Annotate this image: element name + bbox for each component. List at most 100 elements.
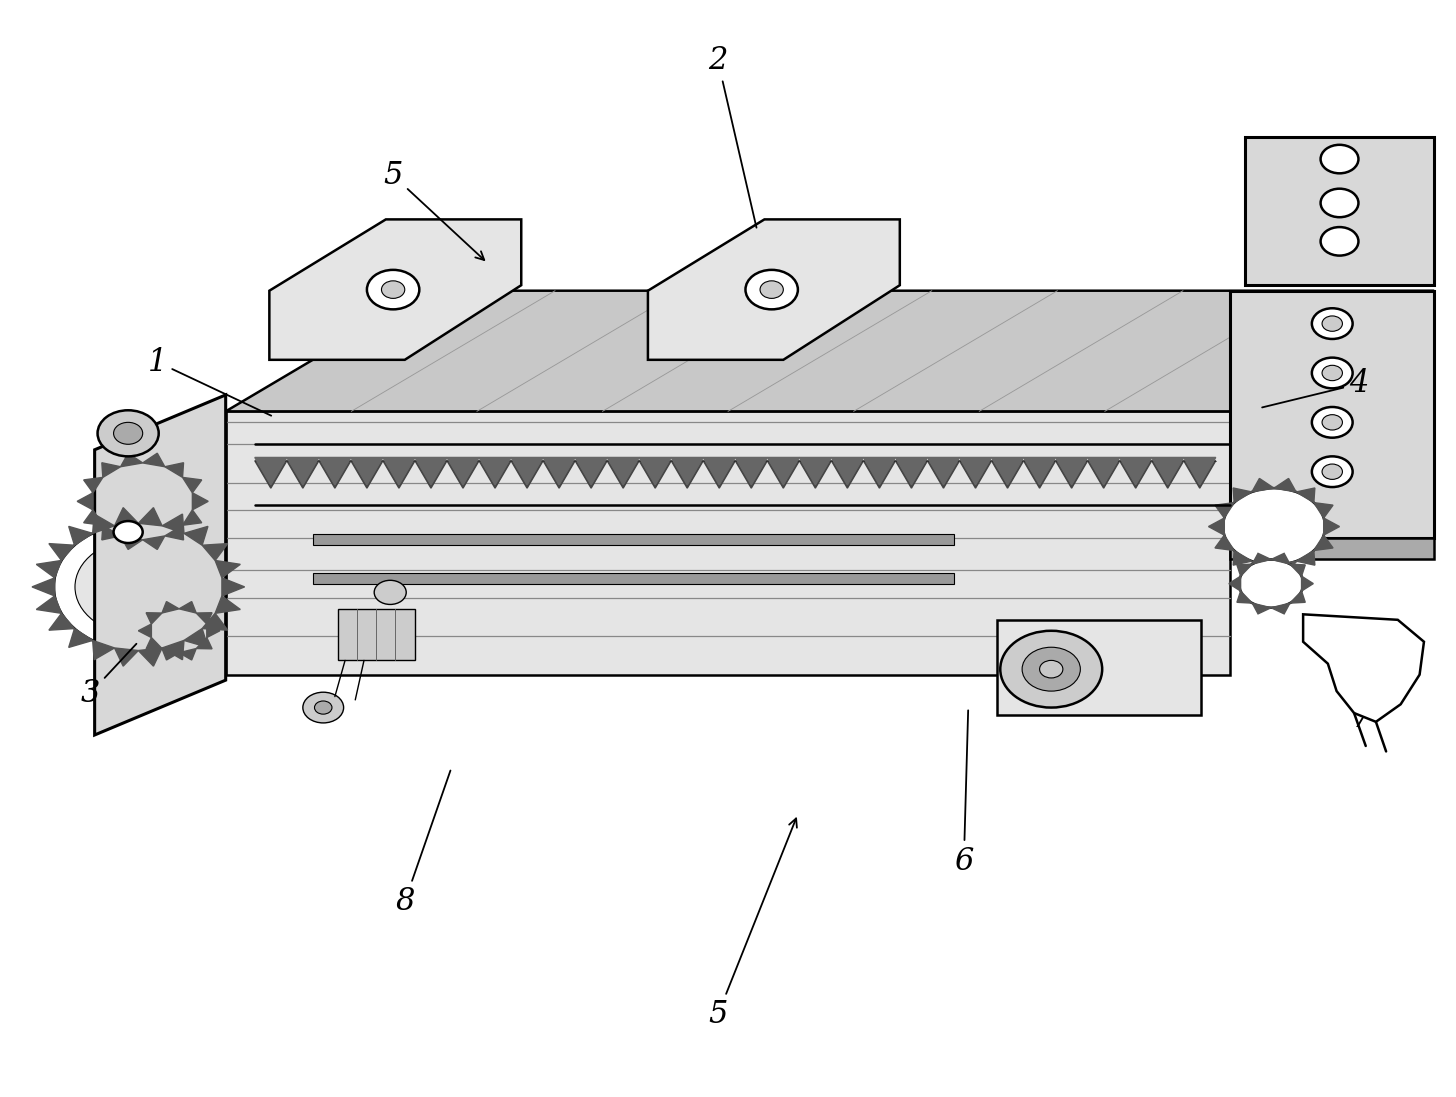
- Polygon shape: [1238, 591, 1252, 603]
- Polygon shape: [146, 637, 162, 648]
- Circle shape: [150, 609, 208, 653]
- Polygon shape: [639, 461, 671, 488]
- Circle shape: [760, 281, 783, 298]
- Polygon shape: [1230, 538, 1434, 559]
- Polygon shape: [992, 461, 1024, 488]
- Polygon shape: [607, 461, 639, 488]
- Polygon shape: [115, 508, 138, 525]
- Polygon shape: [831, 461, 863, 488]
- Polygon shape: [77, 493, 93, 510]
- Polygon shape: [575, 461, 607, 488]
- Circle shape: [92, 463, 194, 540]
- Circle shape: [112, 478, 173, 524]
- Polygon shape: [162, 641, 183, 659]
- Polygon shape: [179, 648, 197, 660]
- Circle shape: [54, 523, 223, 651]
- Polygon shape: [960, 461, 992, 488]
- Polygon shape: [1290, 564, 1305, 576]
- Polygon shape: [767, 461, 799, 488]
- Polygon shape: [50, 544, 74, 561]
- Polygon shape: [607, 457, 639, 485]
- Circle shape: [314, 701, 332, 714]
- Polygon shape: [1252, 562, 1274, 575]
- Polygon shape: [735, 457, 767, 485]
- Polygon shape: [1024, 457, 1056, 485]
- Text: 5: 5: [708, 818, 796, 1030]
- Polygon shape: [575, 457, 607, 485]
- Polygon shape: [1245, 137, 1434, 285]
- Circle shape: [114, 521, 143, 543]
- Circle shape: [1312, 358, 1353, 388]
- Polygon shape: [255, 457, 287, 485]
- Polygon shape: [863, 461, 895, 488]
- Polygon shape: [703, 457, 735, 485]
- Polygon shape: [215, 561, 240, 578]
- Polygon shape: [313, 573, 954, 584]
- Polygon shape: [121, 536, 143, 550]
- Polygon shape: [1274, 478, 1296, 491]
- Polygon shape: [1303, 614, 1424, 722]
- Polygon shape: [1229, 576, 1241, 591]
- Polygon shape: [1120, 457, 1152, 485]
- Polygon shape: [226, 411, 1230, 675]
- Polygon shape: [1274, 562, 1296, 575]
- Polygon shape: [165, 525, 183, 540]
- Polygon shape: [1252, 603, 1271, 614]
- Polygon shape: [831, 457, 863, 485]
- Polygon shape: [1252, 553, 1271, 564]
- Circle shape: [1321, 189, 1358, 217]
- Polygon shape: [143, 453, 165, 466]
- Polygon shape: [511, 457, 543, 485]
- Polygon shape: [226, 291, 1434, 411]
- Polygon shape: [1296, 488, 1315, 502]
- Polygon shape: [1252, 478, 1274, 491]
- Polygon shape: [1233, 551, 1252, 565]
- Circle shape: [1312, 407, 1353, 438]
- Circle shape: [1322, 464, 1342, 479]
- Polygon shape: [1120, 461, 1152, 488]
- Polygon shape: [221, 578, 245, 596]
- Polygon shape: [1233, 488, 1252, 502]
- Polygon shape: [207, 624, 220, 637]
- Polygon shape: [703, 461, 735, 488]
- Polygon shape: [179, 601, 197, 613]
- Circle shape: [1223, 488, 1325, 565]
- Circle shape: [116, 570, 160, 603]
- Polygon shape: [143, 536, 165, 550]
- Polygon shape: [68, 527, 93, 545]
- Polygon shape: [93, 641, 115, 659]
- Circle shape: [1321, 145, 1358, 173]
- Text: 1: 1: [147, 347, 271, 416]
- Text: 7: 7: [1351, 667, 1372, 734]
- Polygon shape: [1024, 461, 1056, 488]
- Polygon shape: [1184, 461, 1216, 488]
- Polygon shape: [479, 457, 511, 485]
- Polygon shape: [1271, 553, 1290, 564]
- Polygon shape: [287, 457, 319, 485]
- Polygon shape: [799, 457, 831, 485]
- Polygon shape: [165, 463, 183, 477]
- Polygon shape: [182, 510, 202, 525]
- Polygon shape: [269, 219, 521, 360]
- Polygon shape: [1324, 518, 1340, 535]
- Polygon shape: [415, 457, 447, 485]
- Polygon shape: [102, 525, 121, 540]
- Circle shape: [1322, 316, 1342, 331]
- Polygon shape: [639, 457, 671, 485]
- Polygon shape: [197, 637, 213, 648]
- Polygon shape: [767, 457, 799, 485]
- Polygon shape: [83, 477, 103, 493]
- Polygon shape: [182, 477, 202, 493]
- Circle shape: [98, 410, 159, 456]
- Text: 8: 8: [395, 770, 450, 917]
- Polygon shape: [671, 461, 703, 488]
- Polygon shape: [671, 457, 703, 485]
- Polygon shape: [1313, 502, 1334, 518]
- Polygon shape: [1088, 461, 1120, 488]
- Polygon shape: [192, 493, 208, 510]
- Polygon shape: [1238, 564, 1252, 576]
- Polygon shape: [338, 609, 415, 660]
- Polygon shape: [1214, 502, 1235, 518]
- Circle shape: [374, 580, 406, 604]
- Polygon shape: [116, 411, 226, 724]
